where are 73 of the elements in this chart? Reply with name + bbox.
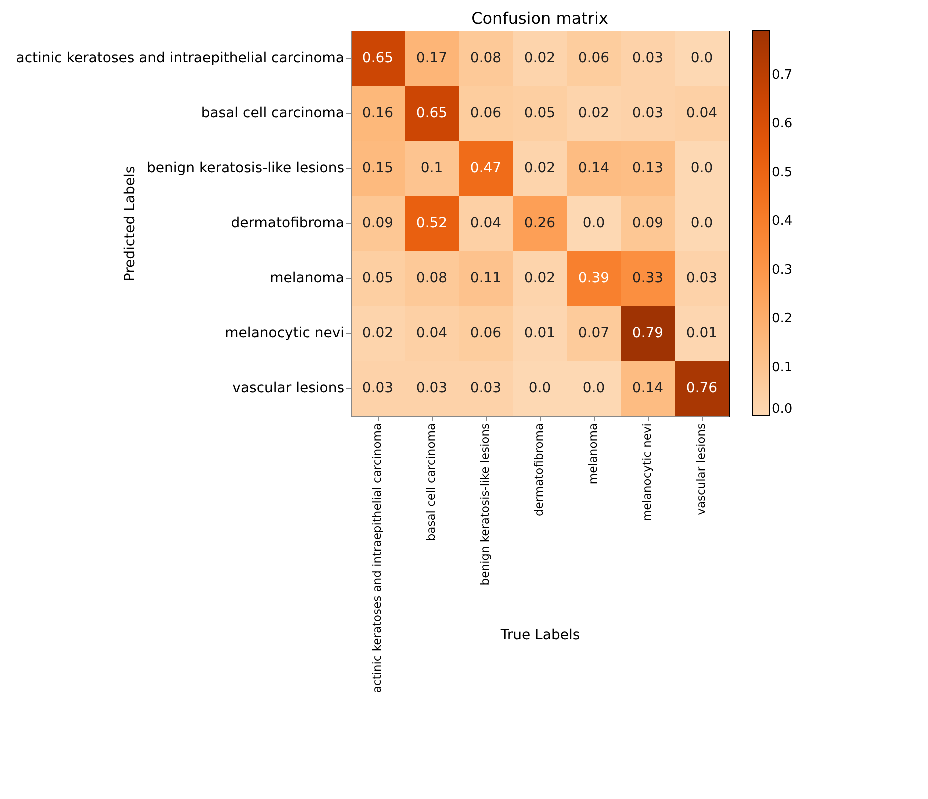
data-label: 0.03 — [632, 106, 664, 122]
data-label: 0.01 — [524, 326, 556, 342]
data-label: 0.0 — [582, 216, 606, 232]
x-tick-label: melanocytic nevi — [640, 424, 654, 522]
data-label: 0.04 — [416, 326, 448, 342]
y-tick-label: actinic keratoses and intraepithelial carcinoma — [16, 50, 344, 66]
color-bar-label: 0.3 — [772, 262, 793, 278]
data-label: 0.03 — [416, 380, 448, 396]
x-axis-title: True Labels — [500, 628, 580, 644]
y-axis-title: Predicted Labels — [122, 166, 138, 282]
data-label: 0.52 — [416, 216, 448, 232]
data-label: 0.14 — [632, 380, 664, 396]
x-tick-label: benign keratosis-like lesions — [478, 423, 492, 586]
data-label: 0.76 — [686, 380, 718, 396]
x-tick-label: melanoma — [586, 424, 600, 485]
data-label: 0.09 — [362, 216, 394, 232]
y-tick-label: melanocytic nevi — [225, 326, 344, 342]
data-label: 0.08 — [416, 270, 448, 286]
color-bar-label: 0.5 — [772, 165, 793, 180]
data-label: 0.05 — [362, 270, 394, 286]
data-label: 0.0 — [690, 50, 714, 66]
data-label: 0.65 — [416, 106, 448, 122]
data-label: 0.04 — [686, 106, 718, 122]
data-label: 0.02 — [524, 160, 556, 176]
data-label: 0.03 — [362, 380, 394, 396]
data-label: 0.0 — [690, 216, 714, 232]
x-tick-label: basal cell carcinoma — [424, 424, 438, 542]
chart-title: Confusion matrix — [472, 9, 608, 28]
y-tick-label: benign keratosis-like lesions — [147, 160, 344, 176]
data-label: 0.0 — [690, 160, 714, 176]
data-label: 0.33 — [632, 270, 664, 286]
data-label: 0.0 — [582, 380, 606, 396]
data-label: 0.1 — [420, 160, 444, 176]
color-bar-label: 0.4 — [772, 214, 793, 230]
data-label: 0.17 — [416, 50, 448, 66]
color-bar-label: 0.7 — [772, 68, 793, 83]
color-bar-label: 0.6 — [772, 116, 793, 132]
data-label: 0.06 — [470, 326, 502, 342]
data-label: 0.06 — [578, 50, 610, 66]
data-label: 0.04 — [470, 216, 502, 232]
data-label: 0.06 — [470, 106, 502, 122]
data-label: 0.15 — [362, 160, 394, 176]
y-tick-label: basal cell carcinoma — [201, 106, 344, 122]
color-bar-label: 0.1 — [772, 360, 793, 376]
data-label: 0.11 — [470, 270, 502, 286]
data-label: 0.01 — [686, 326, 718, 342]
data-label: 0.14 — [578, 160, 610, 176]
data-label: 0.02 — [524, 270, 556, 286]
data-label: 0.47 — [470, 160, 502, 176]
data-label: 0.03 — [632, 50, 664, 66]
data-label: 0.02 — [362, 326, 394, 342]
y-tick-label: melanoma — [270, 270, 344, 286]
y-tick-label: vascular lesions — [232, 380, 344, 396]
x-tick-label: dermatofibroma — [532, 424, 546, 516]
data-label: 0.02 — [578, 106, 610, 122]
color-bar-label: 0.2 — [772, 312, 793, 327]
data-label: 0.0 — [528, 380, 552, 396]
data-label: 0.65 — [362, 50, 394, 66]
data-label: 0.03 — [686, 270, 718, 286]
data-label: 0.05 — [524, 106, 556, 122]
y-tick-label: dermatofibroma — [231, 216, 344, 232]
data-label: 0.79 — [632, 326, 664, 342]
data-label: 0.08 — [470, 50, 502, 66]
data-label: 0.02 — [524, 50, 556, 66]
data-label: 0.39 — [578, 270, 610, 286]
data-label: 0.26 — [524, 216, 556, 232]
data-label: 0.03 — [470, 380, 502, 396]
x-tick-label: vascular lesions — [694, 423, 708, 516]
data-label: 0.07 — [578, 326, 610, 342]
data-label: 0.16 — [362, 106, 394, 122]
data-label: 0.13 — [632, 160, 664, 176]
color-bar-label: 0.0 — [772, 402, 793, 417]
data-label: 0.09 — [632, 216, 664, 232]
